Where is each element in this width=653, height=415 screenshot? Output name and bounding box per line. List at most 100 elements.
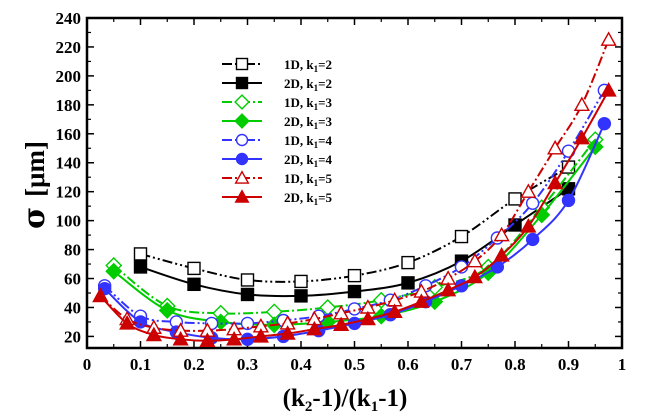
data-point	[600, 82, 617, 97]
data-point	[359, 310, 376, 326]
legend-marker	[235, 133, 249, 147]
data-point	[520, 218, 537, 233]
x-tick-label: 0.6	[397, 355, 418, 374]
x-tick-label: 0.7	[451, 355, 473, 374]
legend-entry-4: 2D, k1=3	[222, 113, 333, 131]
legend-label: 1D, k1=2	[284, 57, 332, 74]
y-tick-label: 40	[64, 298, 81, 317]
series-line	[113, 146, 597, 326]
y-tick-label: 220	[56, 38, 82, 57]
data-point	[454, 229, 469, 244]
data-point	[440, 281, 457, 297]
data-point	[525, 232, 540, 247]
legend-entry-6: 2D, k1=4	[222, 152, 333, 169]
legend-marker	[235, 76, 249, 90]
data-point	[547, 139, 564, 155]
data-point	[252, 328, 269, 343]
legend-label: 1D, k1=5	[284, 171, 333, 188]
legend-marker	[234, 170, 250, 184]
y-tick-label: 120	[56, 183, 82, 202]
legend-marker	[234, 113, 250, 129]
data-point	[520, 183, 537, 198]
data-point	[187, 261, 201, 276]
data-point	[413, 293, 430, 308]
data-point	[386, 303, 403, 319]
data-point	[172, 330, 189, 346]
x-tick-label: 0.4	[290, 355, 312, 374]
data-point	[347, 268, 362, 283]
data-point	[133, 247, 148, 261]
y-tick-label: 200	[56, 67, 82, 86]
legend-label: 2D, k1=4	[284, 152, 333, 169]
data-point	[508, 192, 522, 206]
data-point	[226, 330, 243, 346]
data-point	[199, 332, 216, 347]
data-point	[119, 315, 136, 330]
legend-label: 2D, k1=5	[284, 190, 333, 207]
data-point	[240, 273, 255, 287]
y-tick-label: 100	[56, 212, 82, 231]
legend-entry-2: 2D, k1=2	[222, 76, 332, 93]
data-point	[306, 320, 323, 336]
series-line	[104, 89, 606, 325]
data-point	[105, 262, 123, 280]
data-point	[133, 260, 148, 274]
series-layer	[92, 31, 617, 347]
data-point	[279, 325, 296, 340]
legend-marker	[235, 57, 249, 71]
legend-entry-5: 1D, k1=4	[222, 133, 333, 150]
data-point	[187, 277, 201, 292]
legend-entry-3: 1D, k1=3	[222, 94, 333, 112]
data-point	[493, 247, 510, 262]
data-point	[333, 316, 350, 332]
data-point	[240, 316, 255, 331]
axes-frame	[85, 16, 624, 350]
data-point	[525, 196, 540, 210]
y-tick-label: 20	[64, 327, 81, 346]
data-point	[466, 268, 483, 284]
data-point	[294, 274, 308, 289]
data-point	[561, 193, 576, 208]
x-tick-label: 0.3	[237, 355, 258, 374]
data-point	[573, 129, 590, 145]
data-point	[347, 284, 362, 299]
x-tick-label: 1	[618, 355, 627, 374]
y-axis-sigma: σ	[17, 207, 52, 229]
data-point	[547, 174, 564, 190]
x-tick-label: 0	[83, 355, 92, 374]
x-tick-label: 0.2	[183, 355, 204, 374]
legend-entry-7: 1D, k1=5	[222, 170, 333, 188]
legend-entry-1: 1D, k1=2	[222, 57, 332, 74]
data-point	[508, 218, 522, 232]
legend-marker	[234, 189, 250, 203]
y-tick-label: 60	[64, 270, 81, 289]
series-7	[92, 31, 617, 337]
y-tick-label: 180	[56, 96, 82, 115]
legend-label: 2D, k1=3	[284, 114, 333, 131]
data-point	[401, 276, 415, 290]
y-tick-label: 240	[56, 9, 82, 28]
data-point	[573, 96, 590, 112]
x-tick-label: 0.1	[130, 355, 151, 374]
legend-entry-8: 2D, k1=5	[222, 189, 333, 207]
y-tick-label: 160	[56, 125, 82, 144]
legend-marker	[235, 152, 249, 166]
y-tick-label: 80	[64, 241, 81, 260]
y-tick-label: 140	[56, 154, 82, 173]
tick-labels: 0 0.1 0.2 0.3 0.4 0.5 0.6 0.7 0.8 0.9 120406080100…	[56, 9, 627, 374]
legend-label: 1D, k1=3	[284, 95, 333, 112]
data-point	[466, 252, 483, 268]
y-axis-unit: [μm]	[20, 141, 50, 197]
legend-label: 1D, k1=4	[284, 133, 333, 150]
data-point	[294, 289, 308, 303]
data-point	[145, 326, 162, 342]
data-point	[240, 287, 255, 302]
series-8	[92, 82, 617, 347]
x-tick-label: 0.5	[344, 355, 365, 374]
y-axis-title: σ [μm]	[17, 141, 52, 229]
legend-marker	[234, 94, 250, 110]
series-1	[133, 160, 576, 289]
data-point	[401, 255, 415, 270]
legend-label: 2D, k1=2	[284, 76, 332, 93]
